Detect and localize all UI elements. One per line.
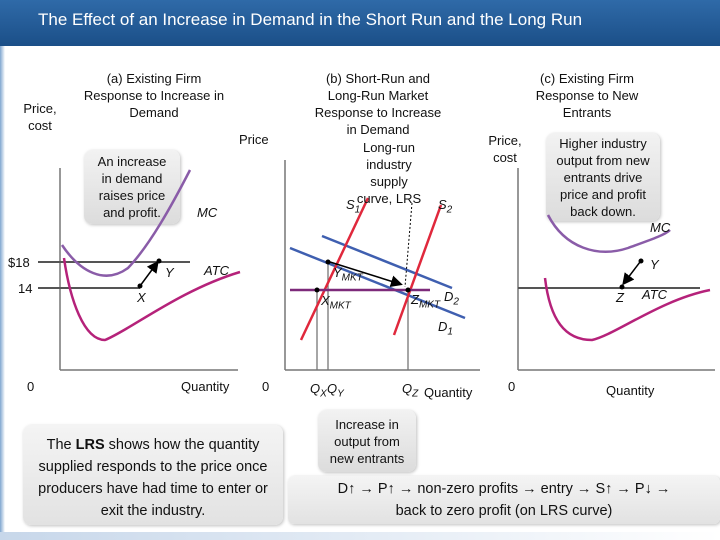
panel-b-callout-text: Increase in output from new entrants: [329, 417, 405, 466]
panel-b-point-x-marker: [314, 287, 320, 293]
panel-c-movement-arrow: [622, 261, 641, 286]
title-bar: [0, 0, 720, 46]
panel-c-point-z-label: Z: [616, 290, 624, 305]
panel-a-point-y-label: Y: [165, 265, 174, 280]
panel-b-origin-label: 0: [262, 379, 270, 394]
chain-text: D↑ → P↑ → non-zero profits → entry → S↑ …: [288, 478, 720, 522]
bottom-accent-strip: [0, 532, 720, 540]
panel-b-y-axis-label: Price: [239, 132, 269, 147]
bottom-note-box: [23, 425, 283, 525]
panel-a-mc-label: MC: [197, 205, 218, 220]
panel-a-point-x-label: X: [137, 290, 146, 305]
panel-b-point-z-label: ZMKT: [411, 292, 441, 311]
panel-b-demand-d1: [289, 246, 466, 320]
panel-b-qy-label: QY: [327, 381, 344, 400]
panel-b-supply-s1: [299, 197, 370, 341]
panel-a-point-x-marker: [137, 283, 143, 289]
panel-b-point-z-marker: [405, 287, 411, 293]
slide-title: The Effect of an Increase in Demand in t…: [38, 10, 583, 29]
panel-c-origin-label: 0: [508, 379, 516, 394]
panel-a-atc-curve: [62, 257, 241, 342]
panel-b-s1-label: S1: [346, 197, 361, 216]
panel-c-callout-text: Higher industry output from new entrants d…: [556, 136, 650, 219]
panel-c-mc-label: MC: [650, 220, 671, 235]
panel-a-price-14-label: 14: [18, 281, 33, 296]
panel-c-callout-box: [546, 133, 660, 221]
panel-b-shift-arrow: [329, 261, 403, 288]
panel-c-mc-curve: [546, 214, 671, 253]
chain-line-1: D↑ → P↑ → non-zero profits → entry → S↑ …: [337, 481, 671, 497]
panel-c-heading: (c) Existing Firm Response to New Entrants: [535, 71, 639, 120]
panel-b-point-y-label: YMKT: [333, 265, 363, 284]
panel-b-lrs-pointer: [404, 202, 413, 288]
panel-b-qx-label: QX: [310, 381, 327, 400]
chain-line-2: back to zero profit (on LRS curve): [395, 503, 613, 519]
panel-a-movement-arrow: [139, 260, 159, 287]
panel-a-atc-label: ATC: [204, 263, 230, 278]
panel-c-atc-curve: [543, 277, 711, 342]
panel-a-mc-curve: [60, 169, 192, 277]
chain-box: [288, 476, 720, 524]
panel-b-qz-label: QZ: [402, 381, 419, 400]
panel-b-demand-d2: [321, 234, 453, 290]
panel-a-y-axis-label: Price, cost: [23, 101, 57, 133]
panel-b-quantity-label: Quantity: [424, 385, 473, 400]
panel-b-d2-label: D2: [444, 289, 459, 308]
panel-a-point-y-marker: [156, 258, 162, 264]
panel-a-quantity-label: Quantity: [181, 379, 230, 394]
panel-b-s2-label: S2: [438, 197, 453, 216]
panel-b-supply-s2: [392, 204, 443, 336]
panel-c-point-y-label: Y: [650, 257, 659, 272]
panel-c-quantity-label: Quantity: [606, 383, 655, 398]
left-accent-strip: [0, 46, 5, 540]
panel-a-origin-label: 0: [27, 379, 35, 394]
panel-a-callout-box: [84, 150, 180, 224]
panel-a-callout-text: An increase in demand raises price and prof…: [97, 154, 167, 220]
panel-b-point-x-label: XMKT: [321, 293, 351, 312]
bottom-note-text: The LRS shows how the quantity supplied …: [38, 437, 268, 519]
panel-c-atc-label: ATC: [642, 287, 668, 302]
panel-b-point-y-marker: [325, 259, 331, 265]
panel-b-lrs-label: Long-run industry supply curve, LRS: [356, 140, 422, 206]
panel-a-price-18-label: $18: [8, 255, 30, 270]
panel-a-heading: (a) Existing Firm Response to Increase in…: [83, 71, 225, 120]
panel-c-point-z-marker: [619, 284, 625, 290]
panel-b-d1-label: D1: [438, 319, 453, 338]
panel-c-point-y-marker: [638, 258, 644, 264]
panel-b-heading: (b) Short-Run and Long-Run Market Response…: [314, 71, 442, 137]
panel-c-y-axis-label: Price, cost: [488, 133, 522, 165]
panel-b-callout-box: [318, 410, 416, 472]
